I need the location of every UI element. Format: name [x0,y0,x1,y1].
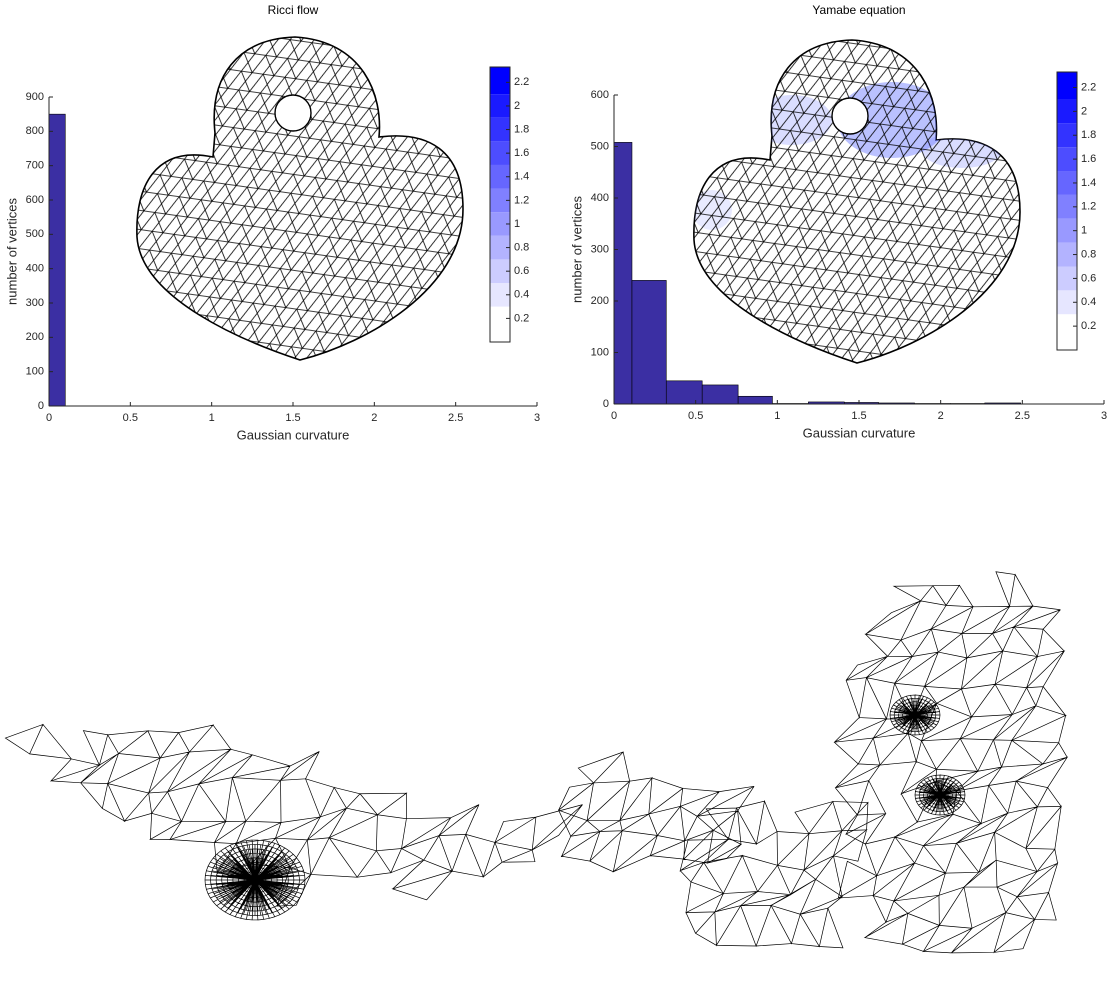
x-tick-label: 2.5 [448,412,463,424]
y-tick-label: 800 [26,125,44,137]
y-tick-label: 700 [26,160,44,172]
mesh-edges [680,801,868,948]
bar [666,381,702,404]
y-tick-label: 900 [26,91,44,103]
colorbar-tick-label: 0.6 [1081,272,1096,284]
y-tick-label: 300 [591,243,609,255]
y-tick-label: 100 [26,366,44,378]
mesh-edges [890,695,940,735]
bar [738,396,772,404]
y-tick-label: 600 [591,89,609,101]
y-tick-label: 200 [26,331,44,343]
x-tick-label: 2 [371,412,377,424]
x-tick-label: 3 [1101,410,1107,422]
colorbar-tick-label: 1.8 [1081,129,1096,141]
colorbar-tick-label: 0.8 [514,241,529,253]
y-tick-label: 100 [591,346,609,358]
x-tick-label: 1 [774,410,780,422]
mesh-edges [915,775,965,815]
y-tick-label: 300 [26,297,44,309]
bar [49,114,65,406]
colorbar-tick-label: 2.2 [1081,81,1096,93]
mesh-edges [559,752,754,872]
chart-title: Ricci flow [268,3,319,17]
colorbar-tick-label: 0.2 [1081,320,1096,332]
y-tick-label: 200 [591,295,609,307]
colorbar-tick-label: 0.4 [514,289,529,301]
colorbar-tick-label: 2 [514,100,520,112]
colorbar-tick-label: 1.4 [1081,177,1096,189]
mesh-edges [205,840,305,920]
chart-title: Yamabe equation [812,3,905,17]
figure: Ricci flow00.511.522.5301002003004005006… [0,0,1111,997]
colorbar-tick-label: 0.4 [1081,296,1096,308]
x-tick-label: 2.5 [1015,410,1030,422]
colorbar-tick-label: 1 [514,218,520,230]
colorbar-tick-label: 1 [1081,225,1087,237]
colorbar-tick-label: 1.2 [514,194,529,206]
mesh-3d [692,40,1022,365]
x-tick-label: 2 [938,410,944,422]
bar [632,280,666,404]
colorbar-tick-label: 1.6 [1081,153,1096,165]
x-tick-label: 0.5 [688,410,703,422]
y-tick-label: 500 [591,140,609,152]
flat-meshes [5,572,1067,953]
x-tick-label: 1.5 [285,412,300,424]
colorbar-tick-label: 1.4 [514,171,529,183]
bar [702,385,738,404]
colorbar-cell [490,307,510,342]
y-tick-label: 400 [591,192,609,204]
y-tick-label: 600 [26,194,44,206]
x-tick-label: 3 [534,412,540,424]
bar [614,142,632,404]
y-axis-label: number of vertices [569,196,584,303]
x-axis-label: Gaussian curvature [803,425,916,440]
colorbar-tick-label: 0.6 [514,265,529,277]
colorbar-tick-label: 0.2 [514,312,529,324]
mesh-3d [135,37,465,362]
colorbar-cell [1057,314,1077,350]
y-axis-label: number of vertices [4,198,19,305]
colorbar-cell [490,67,510,94]
colorbar-tick-label: 2 [1081,105,1087,117]
x-tick-label: 0 [611,410,617,422]
mesh-edges [834,572,1067,953]
y-tick-label: 400 [26,263,44,275]
y-tick-label: 0 [603,398,609,410]
colorbar-tick-label: 1.6 [514,147,529,159]
colorbar-tick-label: 0.8 [1081,248,1096,260]
x-tick-label: 1 [209,412,215,424]
y-tick-label: 500 [26,228,44,240]
colorbar-tick-label: 1.2 [1081,201,1096,213]
colorbar-cell [1057,72,1077,99]
colorbar-tick-label: 2.2 [514,76,529,88]
colorbar-tick-label: 1.8 [514,123,529,135]
x-tick-label: 0.5 [123,412,138,424]
y-tick-label: 0 [38,400,44,412]
x-tick-label: 0 [46,412,52,424]
x-axis-label: Gaussian curvature [237,427,350,442]
x-tick-label: 1.5 [851,410,866,422]
